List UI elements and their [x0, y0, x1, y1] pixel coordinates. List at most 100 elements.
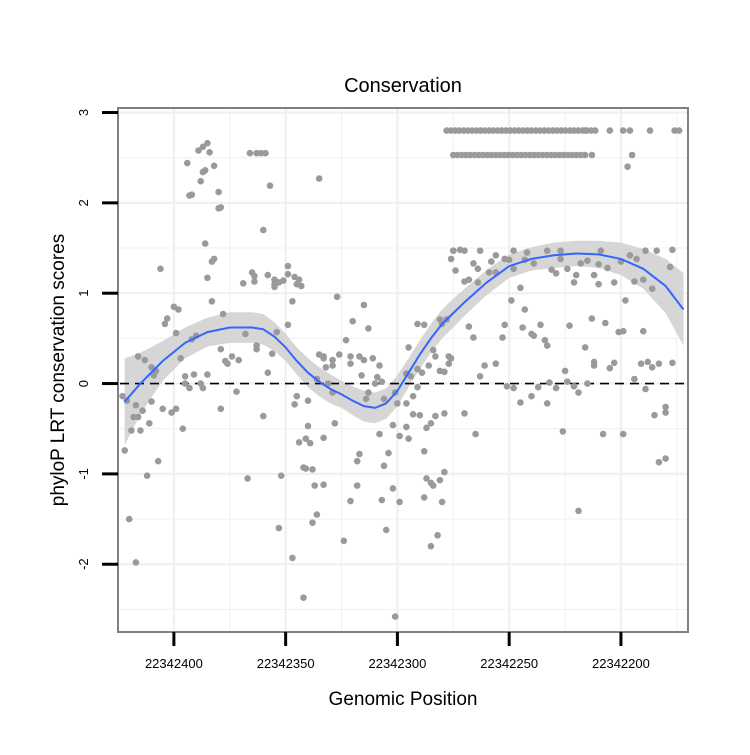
data-point: [434, 532, 441, 539]
data-point: [403, 400, 410, 407]
data-point: [336, 351, 343, 358]
data-point: [528, 392, 535, 400]
x-axis: 22342400 22342350 22342300 22342250 22342200: [145, 632, 650, 671]
data-point: [347, 497, 354, 505]
data-point: [163, 315, 171, 322]
data-point: [329, 362, 336, 369]
data-point: [595, 261, 602, 268]
data-point: [289, 298, 296, 305]
data-points: [119, 127, 683, 620]
data-point: [284, 321, 292, 329]
data-point: [150, 372, 158, 379]
data-point: [418, 369, 426, 377]
data-point: [646, 127, 654, 134]
data-point: [362, 395, 370, 403]
data-point: [275, 524, 283, 532]
data-point: [564, 265, 571, 273]
data-point: [380, 462, 388, 470]
data-point: [610, 279, 618, 286]
data-point: [215, 188, 222, 196]
data-point: [597, 247, 605, 254]
data-point: [420, 494, 428, 501]
data-point: [407, 373, 415, 380]
data-point: [488, 258, 495, 265]
data-point: [376, 362, 383, 369]
data-point: [429, 346, 437, 354]
data-point: [595, 280, 602, 288]
data-point: [669, 246, 676, 254]
data-point: [195, 147, 202, 154]
data-point: [148, 398, 155, 405]
data-point: [119, 392, 126, 400]
data-point: [396, 498, 403, 506]
data-point: [333, 293, 341, 301]
data-point: [295, 439, 303, 446]
data-point: [420, 448, 428, 455]
x-tick-label: 22342300: [368, 656, 426, 671]
data-point: [179, 425, 187, 433]
data-point: [304, 422, 312, 430]
data-point: [385, 449, 392, 457]
data-point: [575, 507, 582, 515]
data-point: [465, 276, 473, 284]
data-point: [523, 249, 531, 256]
data-point: [313, 511, 321, 518]
data-point: [414, 365, 421, 373]
data-point: [309, 466, 316, 473]
data-point: [508, 297, 515, 304]
data-point: [168, 409, 175, 416]
data-point: [125, 515, 133, 523]
data-point: [501, 321, 509, 329]
data-point: [210, 255, 218, 263]
data-point: [584, 380, 591, 387]
data-point: [581, 344, 589, 351]
data-point: [132, 559, 140, 566]
data-point: [626, 252, 634, 259]
y-tick-label: -1: [76, 468, 91, 480]
data-point: [184, 159, 191, 167]
data-point: [648, 285, 656, 293]
data-point: [438, 498, 446, 506]
data-point: [137, 427, 144, 434]
data-point: [376, 430, 383, 438]
data-point: [640, 327, 647, 335]
data-point: [423, 475, 430, 482]
data-point: [347, 353, 354, 360]
data-point: [559, 428, 567, 435]
data-point: [260, 412, 267, 420]
data-point: [624, 163, 631, 170]
data-point: [409, 411, 417, 418]
data-point: [253, 345, 260, 353]
plot-frame: [117, 107, 689, 633]
data-point: [293, 392, 301, 400]
data-point: [452, 267, 459, 274]
data-point: [353, 482, 361, 489]
data-point: [465, 323, 473, 330]
data-point: [675, 127, 683, 134]
data-point: [510, 384, 517, 392]
data-point: [280, 277, 287, 284]
data-point: [371, 380, 379, 387]
data-point: [204, 274, 211, 282]
data-point: [302, 465, 310, 472]
data-point: [425, 362, 433, 369]
data-point: [356, 353, 363, 360]
data-point: [271, 283, 278, 291]
data-point: [485, 269, 493, 276]
data-point: [416, 411, 424, 419]
data-point: [329, 356, 336, 364]
data-point: [414, 320, 421, 328]
data-point: [644, 358, 652, 366]
data-point: [503, 383, 511, 390]
data-point: [604, 264, 611, 272]
data-point: [543, 342, 551, 349]
data-point: [655, 458, 663, 466]
data-point: [143, 472, 151, 480]
data-point: [353, 457, 361, 465]
data-point: [320, 434, 327, 442]
data-point: [409, 392, 417, 400]
data-point: [456, 246, 464, 254]
data-point: [420, 321, 428, 329]
data-point: [570, 383, 578, 390]
data-point: [320, 353, 327, 360]
